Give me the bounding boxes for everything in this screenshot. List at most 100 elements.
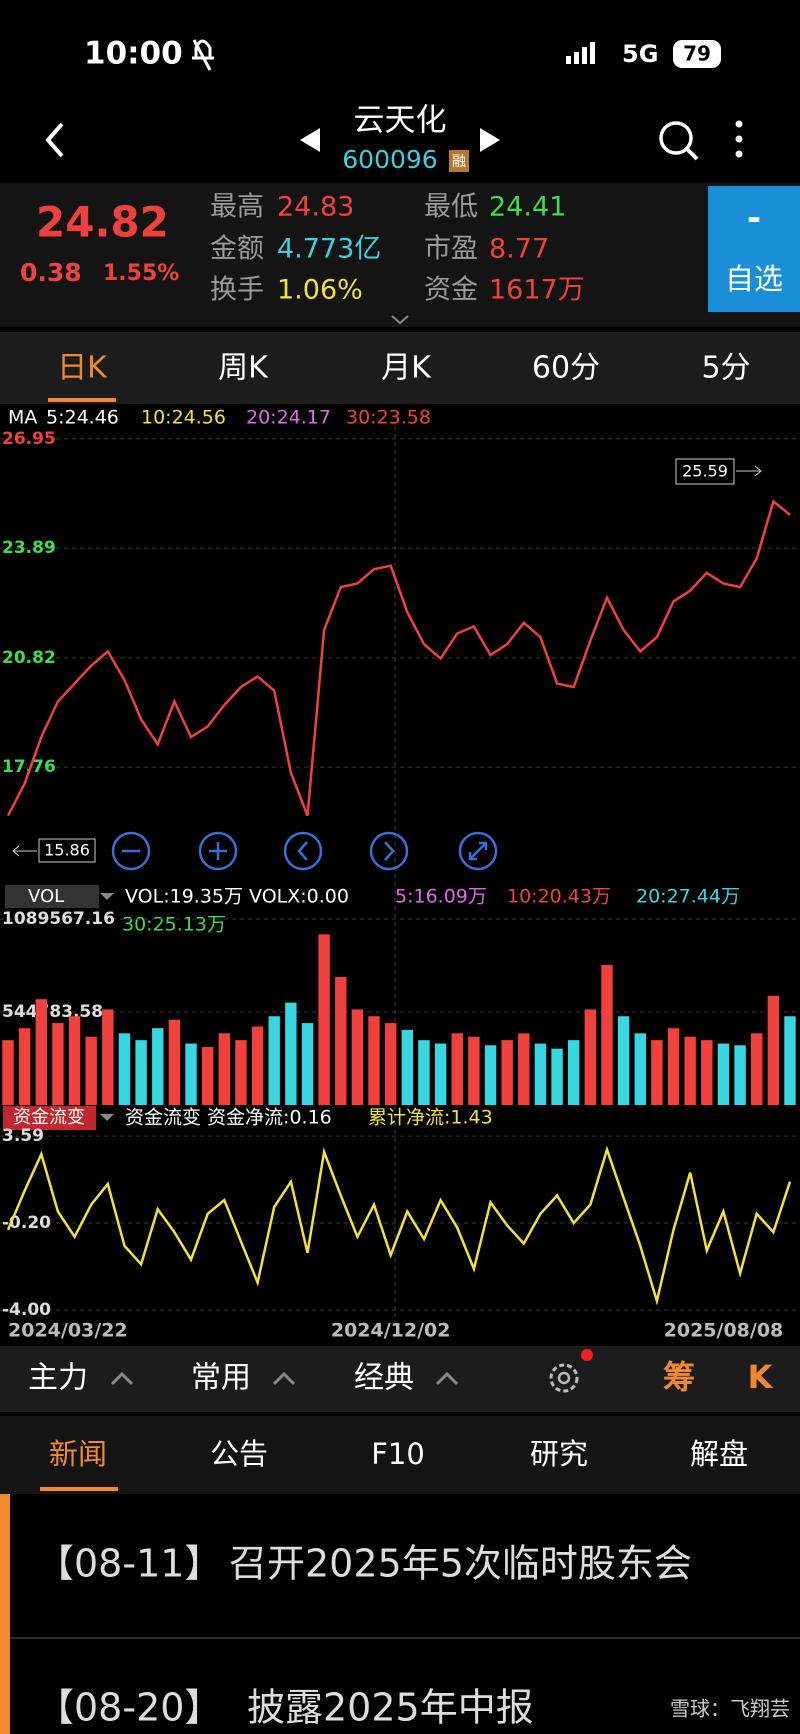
news-title[interactable]: 召开2025年5次临时股东会 <box>229 1542 692 1586</box>
field-value: 4.773亿 <box>277 234 381 265</box>
field-value: 24.83 <box>277 192 354 223</box>
settings[interactable] <box>549 1363 579 1393</box>
dropdown[interactable] <box>100 1114 114 1121</box>
vol-tag[interactable] <box>5 885 99 908</box>
prev-stock[interactable] <box>300 128 320 152</box>
period-tab[interactable]: 月K <box>381 351 432 386</box>
flow-label: 资金流变 <box>13 1107 85 1128</box>
flow-item: 累计净流:1.43 <box>368 1107 493 1129</box>
volume-bar <box>501 1040 513 1105</box>
flow-item: 资金流变 资金净流:0.16 <box>125 1107 332 1129</box>
volume-bar <box>617 1016 630 1105</box>
volume-bar <box>384 1023 397 1105</box>
volume-bar <box>268 1016 280 1105</box>
y-tick-label: 17.76 <box>2 757 56 777</box>
news-tab[interactable]: F10 <box>371 1437 425 1471</box>
volume-bar <box>85 1036 97 1105</box>
toolbar-item[interactable]: 筹 <box>663 1358 695 1396</box>
high-arrow <box>736 465 762 477</box>
y-tick-label: 3.59 <box>2 1126 44 1146</box>
volume-bar <box>717 1043 730 1105</box>
pan-left[interactable] <box>283 831 323 871</box>
watchlist-label: 自选 <box>725 262 783 296</box>
volume-bar <box>551 1048 563 1105</box>
period-tab[interactable]: 日K <box>57 351 108 386</box>
battery <box>673 40 721 68</box>
news-title[interactable]: 披露2025年中报 <box>247 1686 534 1730</box>
toolbar-item[interactable]: 常用 <box>191 1361 251 1396</box>
line <box>6 1145 792 1306</box>
volume-bar <box>285 1002 297 1105</box>
field-label: 最低 <box>424 192 478 223</box>
dropdown[interactable] <box>100 893 114 900</box>
back-button[interactable] <box>45 122 64 158</box>
price: 24.82 <box>36 198 169 247</box>
chart-controls <box>111 831 498 871</box>
status-time: 10:00 <box>84 36 183 72</box>
expand-arrow[interactable] <box>391 315 409 325</box>
stock-code: 600096 <box>342 145 437 174</box>
vol-item: 20:27.44万 <box>636 886 740 908</box>
volume-bar <box>68 1016 81 1105</box>
pan-right[interactable] <box>369 831 409 871</box>
volume-bar <box>484 1045 497 1105</box>
y-tick-label: 20.82 <box>2 648 56 668</box>
x-tick-label: 2025/08/08 <box>664 1320 784 1342</box>
news-date[interactable]: 【08-11】 <box>36 1542 222 1586</box>
field-value: 1617万 <box>489 275 585 306</box>
volume-bar <box>318 934 330 1105</box>
search-button[interactable] <box>659 121 693 155</box>
watchlist-button[interactable] <box>708 186 800 312</box>
mute-icon <box>192 39 214 71</box>
volume-bar <box>168 1019 181 1105</box>
toolbar-item[interactable]: K <box>748 1358 774 1396</box>
period-tab[interactable]: 周K <box>218 351 269 386</box>
badge: 融 <box>452 154 466 170</box>
volume-bar <box>468 1036 480 1105</box>
more-button[interactable] <box>735 120 743 158</box>
field-label: 金额 <box>210 234 264 265</box>
news-tab[interactable]: 公告 <box>210 1437 268 1471</box>
low-arrow <box>12 845 37 857</box>
volume-bar <box>301 1023 314 1105</box>
toolbar-item[interactable]: 经典 <box>354 1361 414 1396</box>
ma-item: 5:24.46 <box>46 407 119 429</box>
news-tab[interactable]: 新闻 <box>49 1437 107 1471</box>
volume-bar <box>634 1033 646 1105</box>
y-tick-label: -4.00 <box>2 1300 51 1320</box>
flow-tag[interactable] <box>3 1106 96 1130</box>
news-accent <box>0 1494 10 1734</box>
news-date[interactable]: 【08-20】 <box>36 1686 222 1730</box>
next-stock[interactable] <box>480 128 500 152</box>
volume-bar <box>251 1026 264 1105</box>
signal-icon <box>566 42 595 64</box>
fullscreen[interactable] <box>458 831 498 871</box>
zoom-in[interactable] <box>198 831 238 871</box>
volume-bar <box>218 1033 230 1105</box>
quote-panel <box>0 183 800 327</box>
zoom-out[interactable] <box>111 831 151 871</box>
period-tab[interactable]: 5分 <box>701 351 750 386</box>
period-tab[interactable]: 60分 <box>532 351 600 386</box>
volume-bar <box>52 1023 64 1105</box>
news-tab[interactable]: 研究 <box>530 1437 588 1471</box>
volume-bar <box>751 1033 763 1105</box>
volume-bar <box>451 1033 463 1105</box>
search-handle <box>685 147 699 161</box>
volume-bar <box>18 1028 31 1105</box>
vol-item: 5:16.09万 <box>395 886 487 908</box>
volume-bar <box>201 1046 214 1105</box>
toolbar-item[interactable]: 主力 <box>28 1361 88 1396</box>
news-tab[interactable]: 解盘 <box>690 1437 748 1471</box>
volume-bar <box>351 1009 364 1105</box>
field-label: 市盈 <box>424 234 478 265</box>
ma-label: MA <box>8 407 37 429</box>
network: 5G <box>622 40 658 68</box>
vol-label: VOL <box>28 886 64 907</box>
y-tick-label: 26.95 <box>2 429 56 449</box>
ma-item: 20:24.17 <box>246 407 331 429</box>
volume-bar <box>368 1016 380 1105</box>
battery-level: 79 <box>683 42 711 66</box>
